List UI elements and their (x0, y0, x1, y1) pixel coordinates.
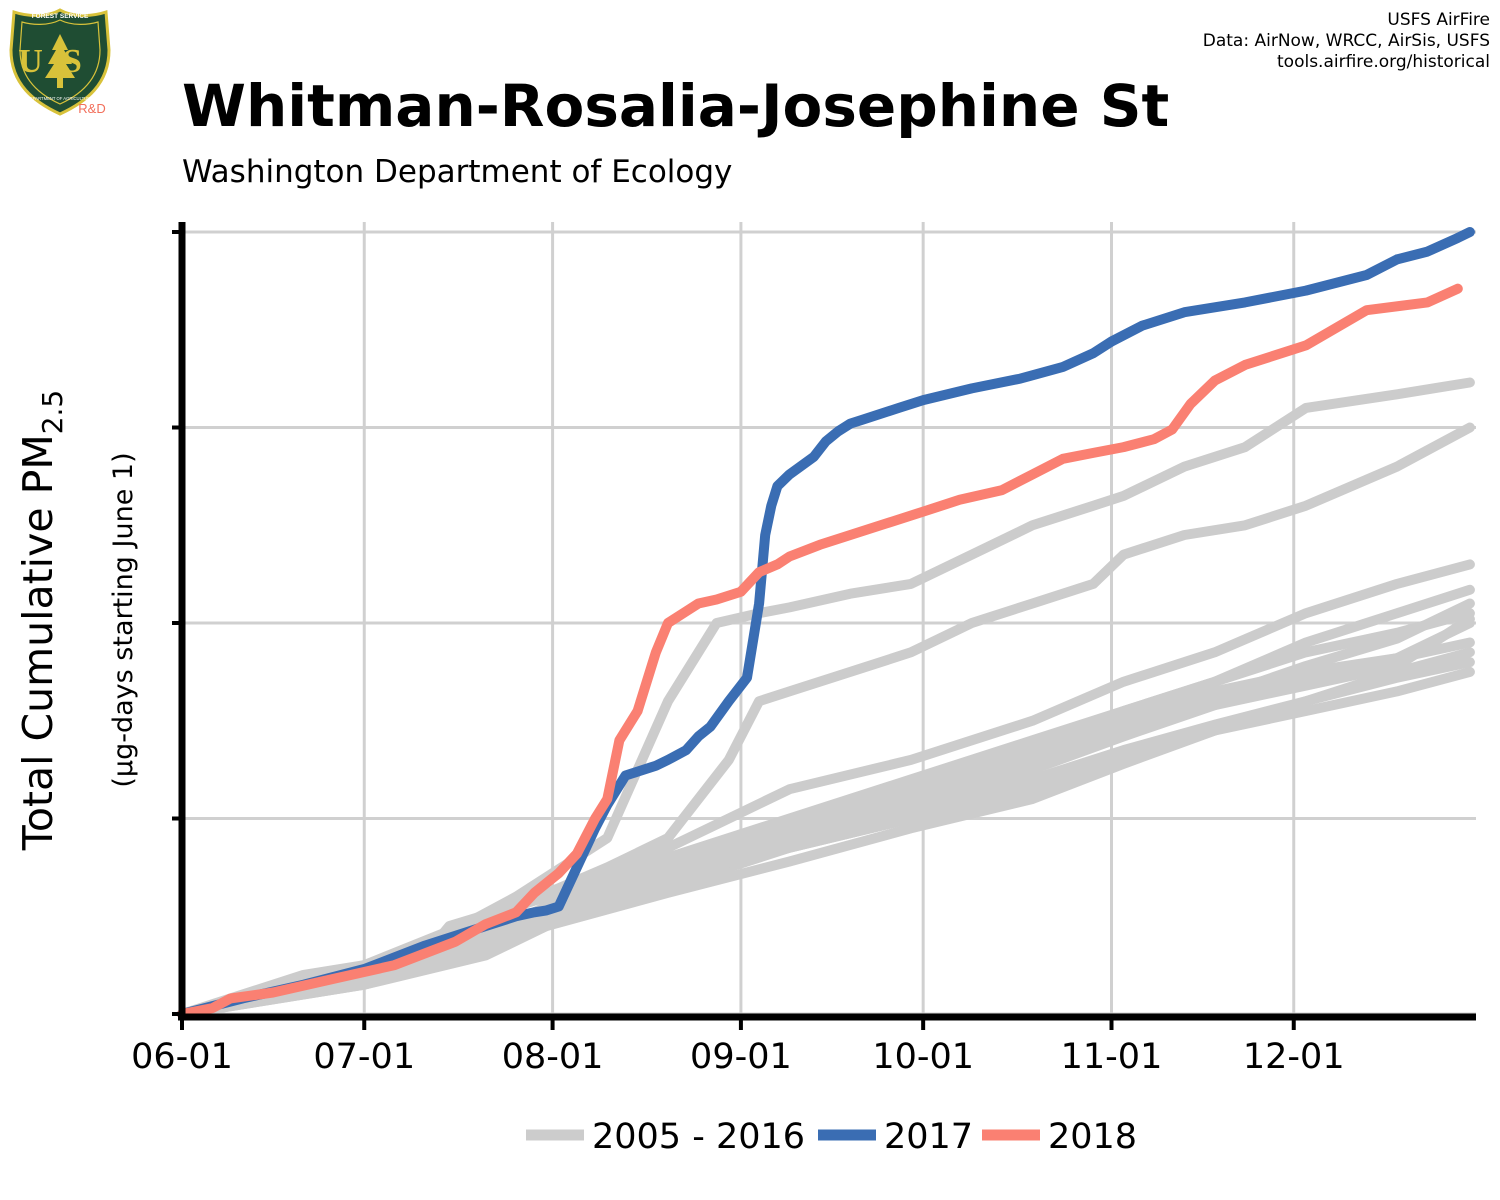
chart-grid (180, 222, 1476, 1016)
x-tick-label-11-01: 11-01 (1061, 1037, 1163, 1077)
usfs-logo: FOREST SERVICE US DEPARTMENT OF AGRICULT… (9, 8, 111, 116)
x-tick-label-10-01: 10-01 (872, 1037, 974, 1077)
background-series-group (177, 377, 1475, 1019)
page-title: Whitman-Rosalia-Josephine St (182, 72, 1170, 140)
legend-label-3: 2018 (1048, 1117, 1137, 1157)
series-line-background-12 (177, 614, 1475, 1019)
credit-airfire: USFS AirFire (1387, 10, 1490, 30)
chart-legend: 2005 - 2016 2017 2018 (526, 1117, 1137, 1157)
series-line-2018 (177, 283, 1463, 1019)
highlight-series-group (177, 227, 1475, 1019)
x-tick-label-06-01: 06-01 (131, 1037, 233, 1077)
series-line-background-3 (177, 559, 1475, 1019)
x-tick-label-09-01: 09-01 (690, 1037, 792, 1077)
y-axis-label-subscript: 2.5 (36, 390, 69, 435)
legend-label-1: 2005 - 2016 (592, 1117, 805, 1157)
chart-axes (172, 222, 1476, 1030)
logo-letters: US (18, 43, 101, 80)
y-axis-labels: Total Cumulative PM2.5 (µg-days starting… (14, 390, 139, 851)
y-axis-label: Total Cumulative PM2.5 (14, 390, 69, 851)
y-axis-label-main: Total Cumulative PM (14, 434, 62, 851)
x-tick-labels: 06-01 07-01 08-01 09-01 10-01 11-01 12-01 (131, 1037, 1344, 1077)
page-subtitle: Washington Department of Ecology (182, 154, 733, 190)
x-tick-label-08-01: 08-01 (502, 1037, 604, 1077)
logo-bottom-text: DEPARTMENT OF AGRICULTURE (27, 96, 93, 101)
x-tick-label-12-01: 12-01 (1243, 1037, 1345, 1077)
credit-data-sources: Data: AirNow, WRCC, AirSis, USFS (1202, 31, 1490, 51)
x-tick-label-07-01: 07-01 (313, 1037, 415, 1077)
shield-inner-rim (19, 19, 101, 105)
logo-badge: R&D (78, 101, 105, 116)
series-line-background-1 (177, 377, 1475, 1019)
y-axis-secondary-label: (µg-days starting June 1) (108, 452, 139, 787)
series-line-background-10 (177, 657, 1475, 1019)
logo-top-text: FOREST SERVICE (32, 13, 89, 20)
series-line-2017 (177, 227, 1475, 1019)
credit-url: tools.airfire.org/historical (1277, 52, 1490, 72)
series-line-background-11 (177, 666, 1475, 1019)
legend-label-2: 2017 (884, 1117, 973, 1157)
tree-icon (45, 34, 75, 88)
